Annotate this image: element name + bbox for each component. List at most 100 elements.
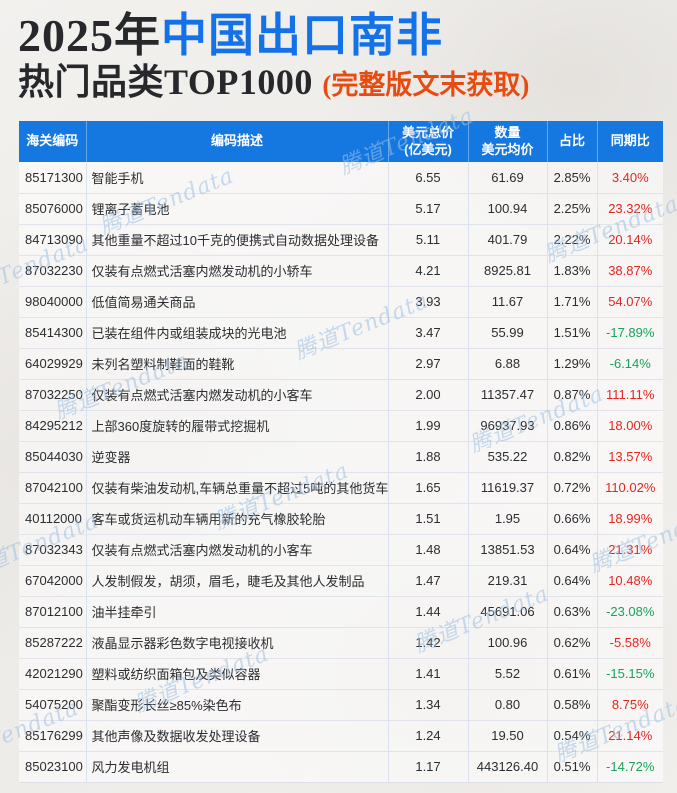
yoy-cell: 18.99% [596, 502, 663, 534]
description-cell: 风力发电机组 [85, 750, 388, 783]
share-cell: 0.64% [546, 564, 597, 596]
description-cell: 锂离子蓄电池 [85, 192, 388, 224]
total-value-cell: 1.34 [387, 688, 468, 720]
share-cell: 0.82% [546, 440, 597, 472]
table-body: 85171300 智能手机 6.55 61.69 2.85% 3.40% 85076000 锂… [19, 162, 663, 783]
hs-code-cell: 64029929 [19, 347, 86, 379]
qty-avg-cell: 11.67 [467, 285, 547, 317]
export-categories-table: 海关编码 编码描述 美元总价 (亿美元) 数量 美元均价 占比 同期比 851713… [19, 121, 663, 783]
header-yoy: 同期比 [596, 121, 663, 162]
table-row: 85171300 智能手机 6.55 61.69 2.85% 3.40% [19, 162, 663, 193]
total-value-cell: 1.24 [387, 719, 468, 751]
qty-avg-cell: 13851.53 [467, 533, 547, 565]
share-cell: 0.63% [546, 595, 597, 627]
qty-avg-cell: 19.50 [467, 719, 547, 751]
hs-code-cell: 54075200 [19, 688, 86, 720]
hs-code-cell: 85414300 [19, 316, 86, 348]
description-cell: 其他重量不超过10千克的便携式自动数据处理设备 [85, 223, 388, 255]
qty-avg-cell: 61.69 [467, 162, 547, 193]
table-row: 84713090 其他重量不超过10千克的便携式自动数据处理设备 5.11 401.7… [19, 223, 663, 255]
share-cell: 2.22% [546, 223, 597, 255]
header-share: 占比 [546, 121, 597, 162]
table-row: 85044030 逆变器 1.88 535.22 0.82% 13.57% [19, 440, 663, 472]
total-value-cell: 1.44 [387, 595, 468, 627]
table-row: 64029929 未列名塑料制鞋面的鞋靴 2.97 6.88 1.29% -6.14% [19, 347, 663, 379]
total-value-cell: 1.17 [387, 750, 468, 783]
yoy-cell: 54.07% [596, 285, 663, 317]
qty-avg-cell: 219.31 [467, 564, 547, 596]
total-value-cell: 1.42 [387, 626, 468, 658]
share-cell: 0.86% [546, 409, 597, 441]
qty-avg-cell: 5.52 [467, 657, 547, 689]
share-cell: 0.61% [546, 657, 597, 689]
share-cell: 1.83% [546, 254, 597, 286]
yoy-cell: 10.48% [596, 564, 663, 596]
qty-avg-cell: 6.88 [467, 347, 547, 379]
title-year: 2025年 [18, 10, 161, 61]
total-value-cell: 5.11 [387, 223, 468, 255]
hs-code-cell: 85023100 [19, 750, 86, 783]
total-value-cell: 1.48 [387, 533, 468, 565]
qty-avg-cell: 11357.47 [467, 378, 547, 410]
table-row: 54075200 聚酯变形长丝≥85%染色布 1.34 0.80 0.58% 8.75% [19, 688, 663, 720]
share-cell: 1.29% [546, 347, 597, 379]
description-cell: 未列名塑料制鞋面的鞋靴 [85, 347, 388, 379]
title-note: (完整版文末获取) [322, 69, 530, 100]
yoy-cell: -5.58% [596, 626, 663, 658]
description-cell: 仅装有柴油发动机,车辆总重量不超过5吨的其他货车 [85, 471, 388, 503]
table-header: 海关编码 编码描述 美元总价 (亿美元) 数量 美元均价 占比 同期比 [19, 121, 663, 162]
table-row: 67042000 人发制假发，胡须，眉毛，睫毛及其他人发制品 1.47 219.31 0… [19, 564, 663, 596]
yoy-cell: 18.00% [596, 409, 663, 441]
table-row: 87032230 仅装有点燃式活塞内燃发动机的小轿车 4.21 8925.81 1.83… [19, 254, 663, 286]
table-row: 85414300 已装在组件内或组装成块的光电池 3.47 55.99 1.51% -17… [19, 316, 663, 348]
table-row: 87042100 仅装有柴油发动机,车辆总重量不超过5吨的其他货车 1.65 1161… [19, 471, 663, 503]
total-value-cell: 1.41 [387, 657, 468, 689]
share-cell: 2.25% [546, 192, 597, 224]
hs-code-cell: 85076000 [19, 192, 86, 224]
description-cell: 塑料或纺织面箱包及类似容器 [85, 657, 388, 689]
total-value-cell: 1.88 [387, 440, 468, 472]
share-cell: 0.51% [546, 750, 597, 783]
total-value-cell: 2.97 [387, 347, 468, 379]
table-row: 85076000 锂离子蓄电池 5.17 100.94 2.25% 23.32% [19, 192, 663, 224]
hs-code-cell: 85171300 [25, 169, 83, 185]
description-cell: 逆变器 [85, 440, 388, 472]
hs-code-cell: 87032230 [19, 254, 86, 286]
total-value-cell: 3.47 [387, 316, 468, 348]
description-cell: 聚酯变形长丝≥85%染色布 [85, 688, 388, 720]
title-subject: 中国出口南非 [161, 10, 443, 61]
qty-avg-cell: 443126.40 [467, 750, 547, 783]
hs-code-cell: 87032250 [19, 378, 86, 410]
yoy-cell: 8.75% [596, 688, 663, 720]
yoy-cell: 3.40% [596, 162, 663, 193]
table-row: 85176299 其他声像及数据收发处理设备 1.24 19.50 0.54% 21.14… [19, 719, 663, 751]
description-cell: 人发制假发，胡须，眉毛，睫毛及其他人发制品 [85, 564, 388, 596]
hs-code-cell: 42021290 [19, 657, 86, 689]
total-value-cell: 4.21 [387, 254, 468, 286]
table-row: 85023100 风力发电机组 1.17 443126.40 0.51% -14.72% [19, 750, 663, 783]
yoy-cell: -17.89% [596, 316, 663, 348]
yoy-cell: 38.87% [596, 254, 663, 286]
description-cell: 上部360度旋转的履带式挖掘机 [85, 409, 388, 441]
qty-avg-cell: 535.22 [467, 440, 547, 472]
hs-code-cell: 87032343 [19, 533, 86, 565]
total-value-cell: 2.00 [387, 378, 468, 410]
hs-code-cell: 87012100 [19, 595, 86, 627]
total-value-cell: 6.55 [387, 162, 468, 193]
description-cell: 仅装有点燃式活塞内燃发动机的小客车 [85, 378, 388, 410]
yoy-cell: 110.02% [596, 471, 663, 503]
description-cell: 低值简易通关商品 [85, 285, 388, 317]
header-description: 编码描述 [85, 121, 388, 162]
hs-code-cell: 87042100 [19, 471, 86, 503]
total-value-cell: 1.65 [387, 471, 468, 503]
description-cell: 仅装有点燃式活塞内燃发动机的小轿车 [85, 254, 388, 286]
table-row: 85287222 液晶显示器彩色数字电视接收机 1.42 100.96 0.62% -5.… [19, 626, 663, 658]
yoy-cell: 21.14% [596, 719, 663, 751]
table-row: 87032343 仅装有点燃式活塞内燃发动机的小客车 1.48 13851.53 0.6… [19, 533, 663, 565]
hs-code-cell: 84713090 [19, 223, 86, 255]
yoy-cell: 23.32% [596, 192, 663, 224]
table-row: 84295212 上部360度旋转的履带式挖掘机 1.99 96937.93 0.86%… [19, 409, 663, 441]
hs-code-cell: 40112000 [19, 502, 86, 534]
qty-avg-cell: 96937.93 [467, 409, 547, 441]
